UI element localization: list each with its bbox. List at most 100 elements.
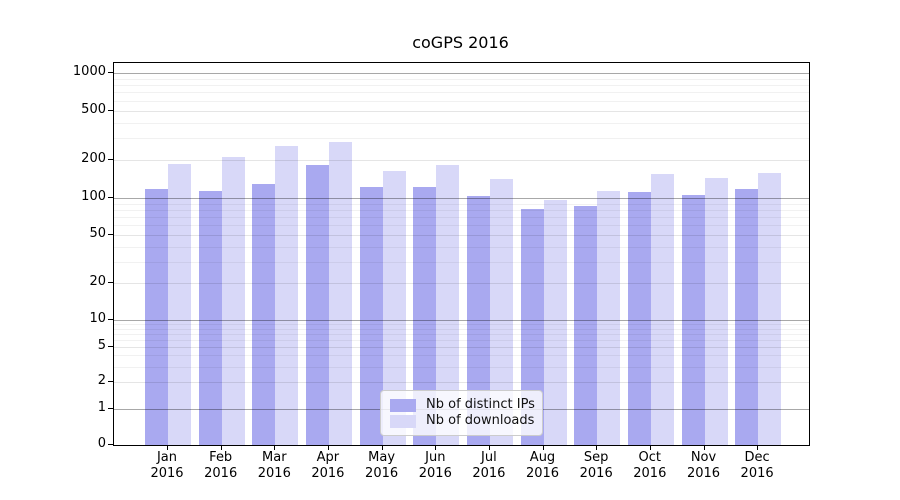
y-tick-label: 2	[97, 373, 106, 389]
gridline	[114, 234, 809, 236]
legend-item: Nb of distinct IPs	[390, 397, 535, 413]
x-tick-mark	[649, 445, 651, 450]
x-tick-mark	[488, 445, 490, 450]
y-tick-mark	[108, 282, 113, 284]
y-tick-mark	[108, 444, 113, 445]
y-tick-label: 500	[81, 101, 106, 117]
legend-item-label: Nb of distinct IPs	[426, 397, 535, 412]
x-tick-mark	[274, 445, 276, 450]
x-tick-mark	[435, 445, 437, 450]
y-tick-label: 1000	[72, 64, 106, 79]
x-tick-year: 2016	[204, 466, 238, 481]
x-tick-label: Jun 2016	[403, 450, 467, 482]
legend-swatch	[390, 398, 416, 412]
gridline	[114, 333, 809, 335]
y-tick-mark	[108, 381, 113, 383]
gridline	[114, 346, 809, 348]
bar-distinct-ips	[574, 206, 598, 445]
x-tick-label: Sep 2016	[564, 450, 628, 482]
gridline	[114, 203, 809, 205]
x-tick-year: 2016	[686, 466, 721, 481]
gridline	[114, 110, 809, 112]
bar-distinct-ips	[735, 189, 759, 445]
bar-distinct-ips	[252, 183, 276, 445]
x-tick-month: Feb	[209, 450, 233, 465]
gridline	[114, 261, 809, 263]
x-tick-year: 2016	[257, 466, 291, 481]
x-tick-month: Dec	[744, 450, 770, 465]
bar-downloads	[597, 191, 621, 445]
x-tick-month: Nov	[690, 450, 717, 465]
x-tick-label: Feb 2016	[189, 450, 253, 482]
x-tick-month: Oct	[638, 450, 662, 465]
x-tick-year: 2016	[633, 466, 667, 481]
y-tick-mark	[108, 197, 113, 198]
bar-downloads	[543, 200, 567, 445]
gridline	[114, 100, 809, 102]
x-tick-label: Jul 2016	[457, 450, 521, 482]
x-tick-label: Oct 2016	[618, 450, 682, 482]
x-tick-mark	[381, 445, 383, 450]
gridline	[114, 225, 809, 227]
x-tick-month: Jan	[156, 450, 178, 465]
gridline	[114, 339, 809, 341]
bar-distinct-ips	[413, 186, 437, 445]
gridline	[114, 324, 809, 326]
y-tick-mark	[108, 408, 113, 409]
gridline	[114, 138, 809, 140]
gridline	[114, 198, 809, 199]
x-tick-month: Mar	[262, 450, 287, 465]
bar-downloads	[650, 173, 674, 445]
x-tick-year: 2016	[525, 466, 560, 481]
y-tick-mark	[108, 109, 113, 111]
y-tick-mark	[108, 319, 113, 320]
x-tick-mark	[757, 445, 759, 450]
gridline	[114, 355, 809, 357]
bar-distinct-ips	[520, 208, 544, 445]
gridline	[114, 382, 809, 384]
y-tick-label: 200	[81, 151, 106, 167]
x-tick-label: Apr 2016	[296, 450, 360, 482]
gridline	[114, 283, 809, 285]
bar-distinct-ips	[681, 194, 705, 445]
y-tick-label: 0	[97, 436, 106, 451]
gridline	[114, 92, 809, 94]
legend-item: Nb of downloads	[390, 413, 534, 429]
chart-title: coGPS 2016	[412, 33, 509, 52]
x-tick-year: 2016	[311, 466, 345, 481]
x-tick-year: 2016	[365, 466, 399, 481]
x-tick-mark	[327, 445, 329, 450]
gridline	[114, 328, 809, 330]
x-tick-label: Dec 2016	[725, 450, 789, 482]
x-tick-year: 2016	[579, 466, 613, 481]
x-tick-mark	[596, 445, 598, 450]
x-tick-month: Apr	[316, 450, 340, 465]
x-tick-year: 2016	[740, 466, 774, 481]
plot-area: Nb of distinct IPs Nb of downloads	[113, 62, 810, 446]
bar-distinct-ips	[627, 191, 651, 445]
x-tick-month: May	[368, 450, 396, 465]
gridline	[114, 246, 809, 248]
y-tick-label: 1	[97, 400, 106, 415]
bar-distinct-ips	[198, 190, 222, 445]
x-tick-label: May 2016	[350, 450, 414, 482]
x-tick-year: 2016	[418, 466, 452, 481]
legend: Nb of distinct IPs Nb of downloads	[380, 390, 543, 436]
y-tick-label: 20	[89, 274, 106, 290]
gridline	[114, 216, 809, 218]
x-tick-month: Jun	[425, 450, 446, 465]
bar-downloads	[168, 164, 191, 445]
bar-downloads	[382, 171, 406, 445]
bar-distinct-ips	[466, 195, 490, 445]
x-tick-year: 2016	[150, 466, 184, 481]
gridline	[114, 160, 809, 162]
x-tick-mark	[167, 445, 168, 450]
gridline	[114, 122, 809, 124]
bar-downloads	[436, 164, 460, 445]
x-tick-label: Nov 2016	[672, 450, 736, 482]
y-tick-label: 10	[89, 311, 106, 326]
gridline	[114, 73, 809, 74]
x-tick-label: Jan 2016	[135, 450, 199, 482]
legend-swatch	[390, 414, 416, 428]
